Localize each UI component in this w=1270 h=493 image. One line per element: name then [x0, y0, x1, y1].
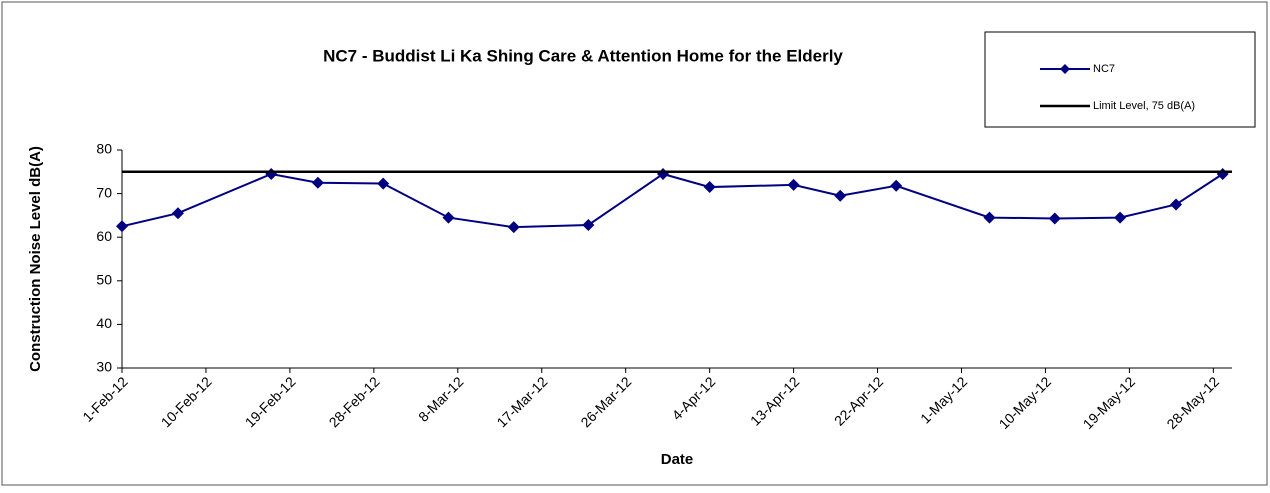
x-axis-label: Date: [661, 451, 694, 468]
data-point: [116, 220, 128, 233]
data-point: [983, 211, 996, 224]
data-point: [507, 221, 520, 234]
data-point: [1114, 211, 1127, 224]
series-line: [121, 172, 1224, 229]
data-point: [787, 178, 800, 191]
legend-marker: [1060, 64, 1070, 74]
y-tick-label: 60: [96, 228, 112, 244]
y-axis-label: Construction Noise Level dB(A): [27, 146, 44, 372]
data-point: [1048, 212, 1061, 225]
y-tick-label: 30: [96, 359, 112, 375]
legend-label: Limit Level, 75 dB(A): [1093, 100, 1195, 112]
data-point: [582, 218, 595, 231]
data-point: [442, 211, 455, 224]
data-point: [171, 207, 184, 220]
data-point: [311, 176, 324, 189]
data-point: [1170, 198, 1183, 211]
data-point: [834, 189, 847, 202]
y-tick-label: 40: [96, 315, 112, 331]
chart-title: NC7 - Buddist Li Ka Shing Care & Attenti…: [323, 46, 843, 65]
data-point: [377, 177, 390, 190]
y-tick-label: 50: [96, 272, 112, 288]
legend-label: NC7: [1093, 63, 1115, 75]
y-tick-label: 70: [96, 184, 112, 200]
data-point: [703, 181, 716, 194]
legend: [984, 31, 1256, 128]
data-point: [890, 179, 903, 192]
y-tick-label: 80: [96, 141, 112, 157]
